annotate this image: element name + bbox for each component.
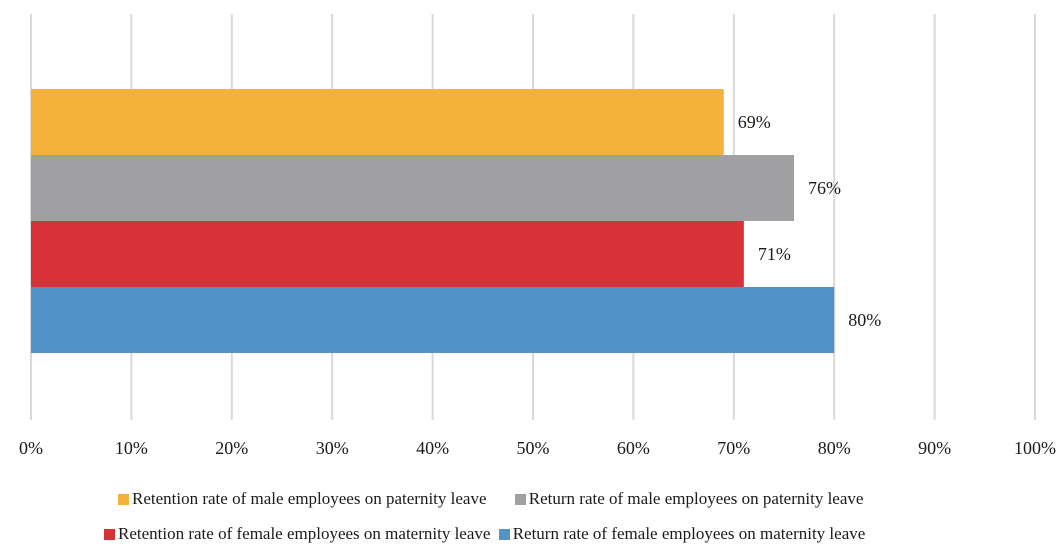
- legend-item-male-return: Return rate of male employees on paterni…: [514, 489, 864, 509]
- x-tick-label: 60%: [617, 438, 650, 458]
- x-tick-label: 20%: [215, 438, 248, 458]
- data-label: 69%: [738, 112, 771, 132]
- x-axis-ticks: 0% 10% 20% 30% 40% 50% 60% 70% 80% 90% 100%: [19, 438, 1056, 458]
- legend-item-female-retention: Retention rate of female employees on ma…: [104, 524, 490, 544]
- bar: [31, 287, 835, 353]
- legend-item-male-retention: Retention rate of male employees on pate…: [118, 489, 487, 509]
- legend-label: Retention rate of female employees on ma…: [118, 524, 491, 543]
- x-tick-label: 10%: [115, 438, 148, 458]
- x-tick-label: 100%: [1014, 438, 1056, 458]
- data-label: 76%: [808, 178, 841, 198]
- legend-label: Retention rate of male employees on pate…: [132, 489, 487, 508]
- bar: [31, 221, 744, 287]
- bars: [31, 89, 835, 353]
- x-tick-label: 50%: [517, 438, 550, 458]
- bar: [31, 89, 724, 155]
- legend-label: Return rate of male employees on paterni…: [528, 489, 864, 508]
- data-labels: 69% 76% 71% 80%: [738, 112, 881, 330]
- data-label: 71%: [758, 244, 791, 264]
- legend-label: Return rate of female employees on mater…: [512, 524, 866, 543]
- legend-row-1: Retention rate of male employees on pate…: [118, 489, 863, 509]
- x-tick-label: 30%: [316, 438, 349, 458]
- x-tick-label: 70%: [717, 438, 750, 458]
- x-tick-label: 90%: [918, 438, 951, 458]
- legend-row-2: Retention rate of female employees on ma…: [104, 524, 865, 544]
- x-tick-label: 40%: [416, 438, 449, 458]
- bar: [31, 155, 795, 221]
- x-tick-label: 0%: [19, 438, 43, 458]
- data-label: 80%: [848, 310, 881, 330]
- bar-chart: 69% 76% 71% 80% 0% 10% 20% 30% 40% 50% 60% 70% 80% 9…: [19, 14, 1056, 458]
- legend-swatch: [118, 494, 129, 505]
- legend-item-female-return: Return rate of female employees on mater…: [498, 524, 866, 544]
- legend-swatch: [498, 529, 510, 540]
- legend-swatch: [104, 529, 115, 540]
- legend-swatch: [514, 494, 526, 505]
- x-tick-label: 80%: [818, 438, 851, 458]
